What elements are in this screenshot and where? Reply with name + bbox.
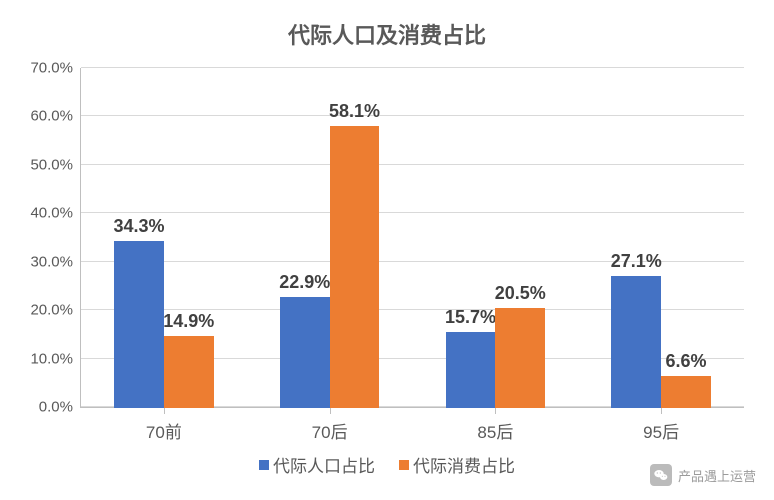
bar: 34.3% [114,241,164,408]
y-tick-label: 40.0% [30,205,81,222]
y-tick-label: 0.0% [39,399,81,416]
watermark: 产品遇上运营 [650,464,756,486]
bar: 58.1% [330,126,380,408]
bar-pair: 22.9%58.1% [247,68,413,408]
x-category-label: 95后 [643,418,679,443]
bar: 14.9% [164,336,214,408]
bar-value-label: 6.6% [665,351,706,372]
bar-pair: 15.7%20.5% [413,68,579,408]
chart-container: 代际人口及消费占比 0.0%10.0%20.0%30.0%40.0%50.0%6… [0,0,774,500]
legend: 代际人口占比 代际消费占比 [20,452,754,477]
y-tick-label: 70.0% [30,60,81,77]
bar-value-label: 27.1% [611,251,662,272]
x-tick [495,408,496,414]
y-tick-label: 20.0% [30,302,81,319]
bar-pair: 34.3%14.9% [81,68,247,408]
wechat-glyph [653,467,669,483]
wechat-icon [650,464,672,486]
bar-value-label: 34.3% [113,216,164,237]
bar-group: 27.1%6.6%95后 [578,68,744,408]
bar-value-label: 15.7% [445,307,496,328]
x-tick [661,408,662,414]
legend-swatch [399,460,409,470]
legend-label: 代际消费占比 [413,452,515,477]
bar: 6.6% [661,376,711,408]
y-tick-label: 10.0% [30,350,81,367]
bar-value-label: 58.1% [329,101,380,122]
bar: 20.5% [495,308,545,408]
legend-swatch [259,460,269,470]
y-tick-label: 50.0% [30,156,81,173]
x-category-label: 85后 [477,418,513,443]
y-tick-label: 30.0% [30,253,81,270]
bar-group: 22.9%58.1%70后 [247,68,413,408]
plot-area: 0.0%10.0%20.0%30.0%40.0%50.0%60.0%70.0% … [80,68,744,408]
y-tick-label: 60.0% [30,108,81,125]
x-category-label: 70后 [312,418,348,443]
watermark-text: 产品遇上运营 [678,466,756,485]
x-tick [164,408,165,414]
bar-pair: 27.1%6.6% [578,68,744,408]
chart-title: 代际人口及消费占比 [20,18,754,50]
legend-item: 代际人口占比 [259,452,375,477]
bar: 15.7% [446,332,496,408]
bar-value-label: 22.9% [279,272,330,293]
bar-value-label: 14.9% [163,311,214,332]
legend-label: 代际人口占比 [273,452,375,477]
bar-groups: 34.3%14.9%70前22.9%58.1%70后15.7%20.5%85后2… [81,68,744,408]
bar: 27.1% [611,276,661,408]
bar-value-label: 20.5% [495,283,546,304]
bar-group: 15.7%20.5%85后 [413,68,579,408]
bar: 22.9% [280,297,330,408]
x-category-label: 70前 [146,418,182,443]
x-tick [330,408,331,414]
legend-item: 代际消费占比 [399,452,515,477]
bar-group: 34.3%14.9%70前 [81,68,247,408]
